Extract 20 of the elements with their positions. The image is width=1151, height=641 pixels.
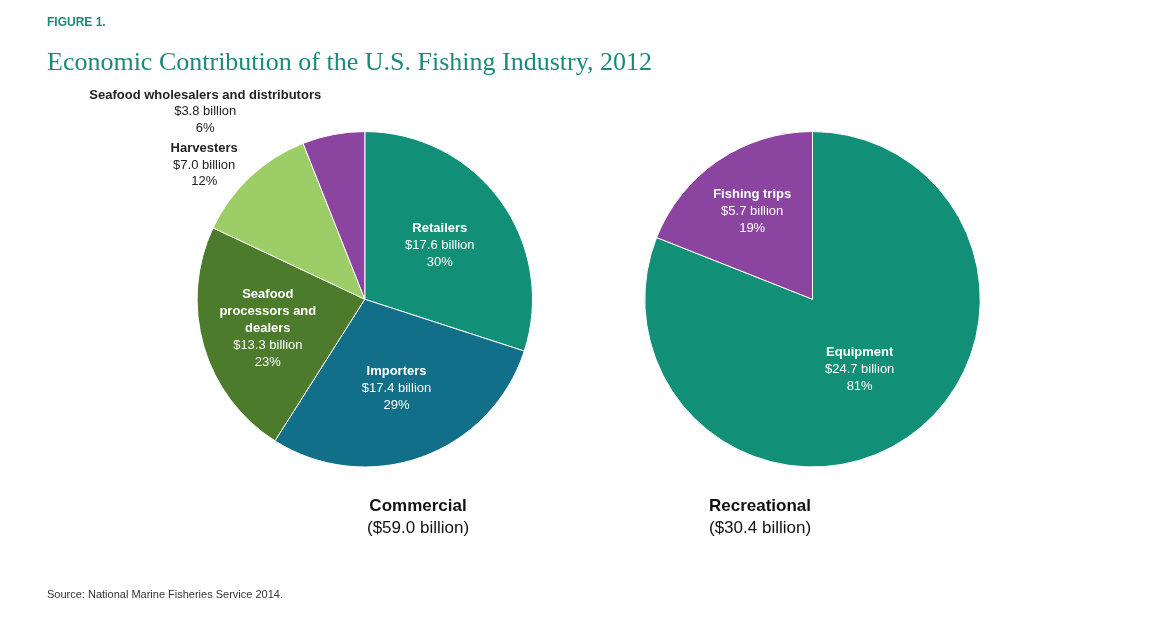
slice-label: Equipment [826,344,894,360]
pie-slice [644,131,981,468]
slice-label: Fishing trips [713,186,792,202]
data-label: $24.7 billion 81% [824,361,895,394]
data-label: $7.0 billion 12% [173,156,236,189]
data-label: $3.8 billion 6% [174,103,237,136]
slice-label: Harvesters [170,139,238,155]
text: Commercial ($59.0 billion) [367,496,470,538]
slice-label: Seafood wholesalers and distributors [89,86,322,102]
slice-label: Retailers [412,220,468,236]
source-note: Source: National Marine Fisheries Service 2014. [47,588,284,600]
data-label: $13.3 billion 23% [233,336,303,369]
data-label: $17.4 billion 29% [361,379,432,412]
chart-title: Economic Contribution of the U.S. Fishing Industry, 2012 [47,47,652,76]
slice-label: Importers [366,363,427,379]
chart-subtitle: FIGURE 1. [47,15,106,29]
text: Recreational ($30.4 billion) [709,496,812,538]
data-label: $5.7 billion 19% [721,202,784,235]
slice-label: Seafood processors and dealers [219,286,317,335]
data-label: $17.6 billion 30% [405,237,475,270]
